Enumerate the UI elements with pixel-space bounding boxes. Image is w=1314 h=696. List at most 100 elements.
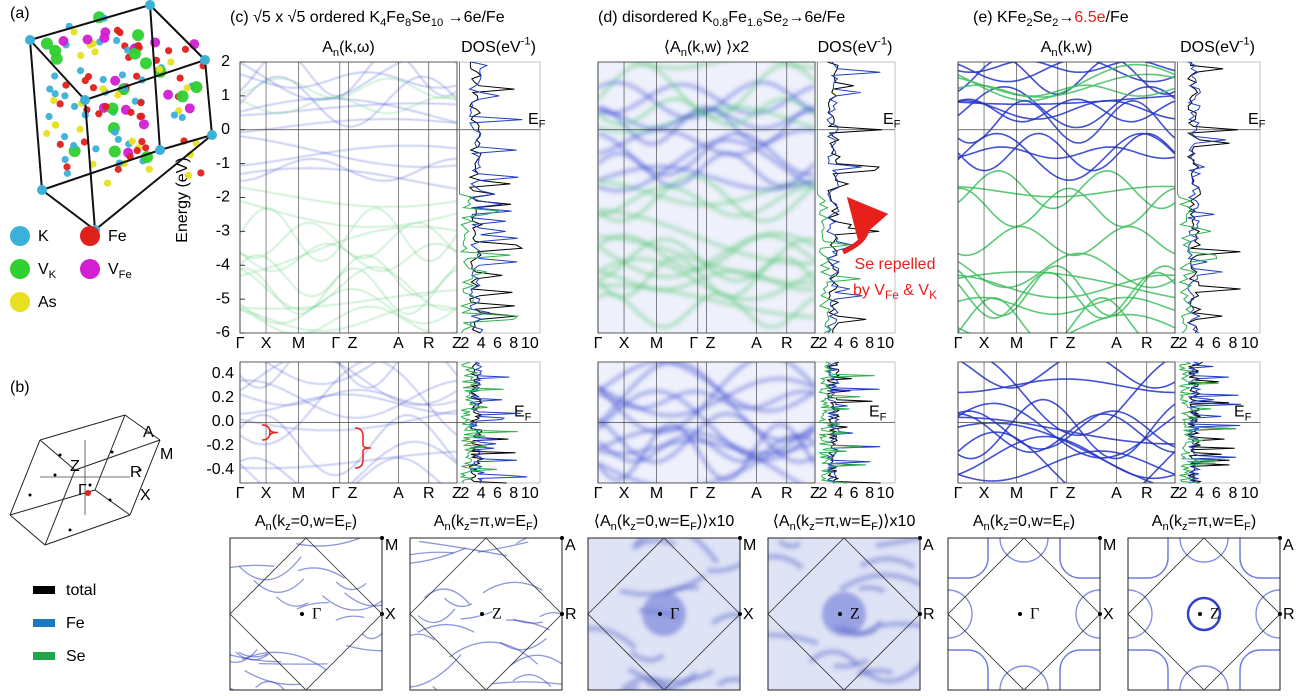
dos-frame xyxy=(1174,61,1261,334)
k-label: M xyxy=(292,335,305,352)
fs-contour xyxy=(448,641,539,665)
text-part: n xyxy=(1162,521,1168,533)
fs-contour xyxy=(275,596,309,607)
text-part: ) xyxy=(1251,513,1256,530)
text-part: ) xyxy=(887,39,892,56)
atom xyxy=(156,65,164,73)
text-part: E xyxy=(1234,404,1245,421)
text-part: K xyxy=(929,288,937,302)
atom xyxy=(114,165,122,173)
text-part: )⟩x10 xyxy=(697,513,734,530)
atom xyxy=(184,171,193,179)
gamma-point xyxy=(85,490,91,496)
fs-contour xyxy=(477,541,529,553)
text-part: E xyxy=(528,111,539,128)
atom xyxy=(56,100,64,108)
atom xyxy=(45,112,53,121)
fs-contour xyxy=(230,649,258,663)
fermi-label: EF xyxy=(883,111,901,131)
text-part: n xyxy=(333,47,339,59)
corner-label: A xyxy=(565,537,576,554)
dos-tick-label: 6 xyxy=(850,485,859,502)
fs-contour xyxy=(539,612,561,618)
fs-contour xyxy=(238,651,269,658)
y-tick-label: -3 xyxy=(216,223,230,240)
atom xyxy=(70,28,78,36)
fs-contour xyxy=(346,644,382,652)
text-part: Se xyxy=(763,9,783,26)
bz-edge xyxy=(9,439,41,516)
text-part: → xyxy=(1058,9,1074,26)
text-part: F xyxy=(690,521,697,533)
dos-curve xyxy=(459,62,520,334)
atom xyxy=(76,67,85,75)
dos-tick-label: 6 xyxy=(1212,335,1221,352)
text-part: V xyxy=(108,261,119,278)
band xyxy=(958,313,1175,333)
atom xyxy=(84,73,93,81)
panel-title: (d) disordered K0.8Fe1.6Se2→6e/Fe xyxy=(598,9,845,29)
atom xyxy=(61,155,69,164)
fs-contour xyxy=(417,623,475,633)
fs-contour xyxy=(838,572,920,592)
fs-frame xyxy=(947,537,1101,691)
legend-label: Se xyxy=(66,648,86,665)
text-part: /Fe xyxy=(1106,9,1129,26)
fermi-label: EF xyxy=(1248,111,1266,131)
text-part: Fe xyxy=(119,269,132,281)
text-part: (k xyxy=(617,513,631,530)
fs-title: An(kz=π,w=EF) xyxy=(434,513,538,533)
legend-swatch xyxy=(80,226,100,246)
k-label: R xyxy=(423,485,435,502)
text-part: n xyxy=(681,47,687,59)
dos-tick-label: 4 xyxy=(477,485,486,502)
atom xyxy=(142,144,150,152)
k-label: Z xyxy=(1066,335,1076,352)
fs-pocket xyxy=(1075,589,1100,639)
cell-edge xyxy=(84,59,206,101)
bz-label: A xyxy=(143,424,154,441)
dos-title: DOS(eV-1) xyxy=(461,36,536,57)
k-label: M xyxy=(1010,335,1023,352)
dos-tick-label: 2 xyxy=(461,485,470,502)
text-part: ) xyxy=(1070,513,1075,530)
fs-pocket xyxy=(1239,649,1280,690)
text-part: A xyxy=(1041,39,1052,56)
text-part: A xyxy=(1152,513,1163,530)
corner-dot xyxy=(1098,612,1102,616)
atom xyxy=(56,140,64,148)
legend-swatch xyxy=(33,652,55,660)
atom xyxy=(176,74,184,82)
atom xyxy=(50,96,58,105)
fs-contour xyxy=(335,581,367,591)
corner-dot xyxy=(1278,612,1282,616)
text-part: 0.8 xyxy=(713,17,729,29)
text-part: ⟨A xyxy=(594,513,611,530)
atom xyxy=(91,48,99,56)
atom xyxy=(76,125,84,133)
text-part: =π,w=E xyxy=(470,513,526,530)
text-part: z xyxy=(1182,521,1188,533)
atom xyxy=(197,169,205,177)
atom xyxy=(99,75,107,84)
corner-dot xyxy=(380,536,384,540)
bz-edge xyxy=(44,514,131,546)
k-label: Z xyxy=(810,485,820,502)
legend-swatch xyxy=(10,226,30,246)
text-part: ) xyxy=(352,513,357,530)
k-label: R xyxy=(1141,335,1153,352)
k-label: Z xyxy=(348,485,358,502)
text-part: K xyxy=(49,269,57,281)
text-part: F xyxy=(525,411,532,423)
atom xyxy=(190,81,203,94)
text-part: n xyxy=(1051,47,1057,59)
k-label: Z xyxy=(452,485,462,502)
atom xyxy=(155,145,165,155)
cell-edge xyxy=(29,39,43,191)
k-label: Z xyxy=(1066,485,1076,502)
k-label: X xyxy=(619,485,630,502)
fermi-label: EF xyxy=(1234,404,1252,424)
fs-contour xyxy=(707,561,740,574)
bz-edge xyxy=(94,414,126,491)
